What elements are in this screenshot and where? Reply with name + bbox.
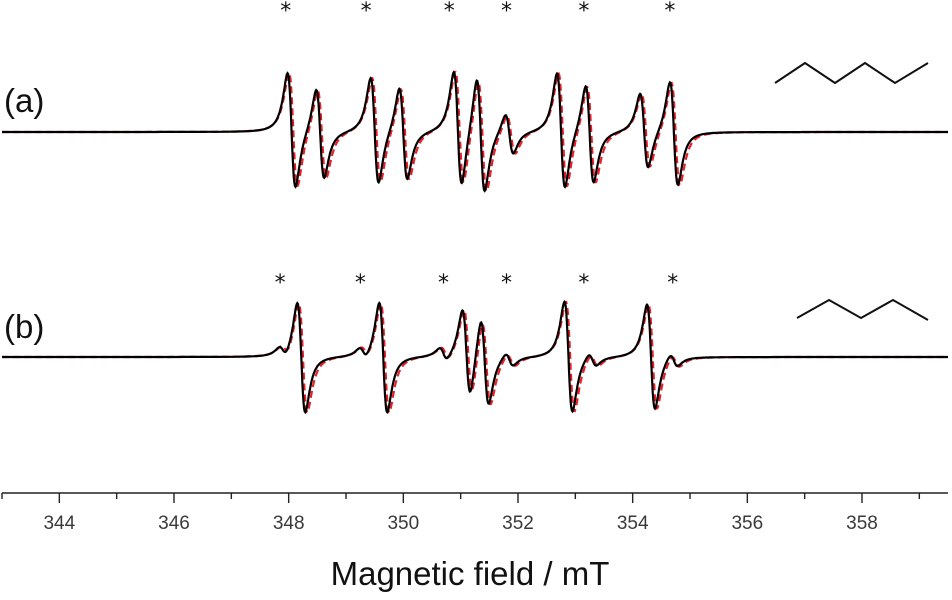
traces-layer xyxy=(2,70,948,415)
asterisk-marker: * xyxy=(275,271,286,296)
x-tick-label: 356 xyxy=(731,513,763,534)
annotations-layer: (a) * * * * * * (b) * * * * * * xyxy=(4,0,929,345)
experimental-trace xyxy=(2,299,948,415)
experimental-trace xyxy=(2,70,948,193)
x-tick-label: 348 xyxy=(273,513,305,534)
asterisk-marker: * xyxy=(444,0,455,24)
panel-label: (a) xyxy=(4,82,44,119)
panel-b xyxy=(2,299,948,415)
asterisk-marker: * xyxy=(578,0,589,24)
asterisk-marker: * xyxy=(501,0,512,24)
x-tick-label: 358 xyxy=(846,513,878,534)
pentyl-chain-icon xyxy=(796,298,929,321)
x-axis-title: Magnetic field / mT xyxy=(331,555,610,592)
asterisk-marker: * xyxy=(361,0,372,24)
hexyl-chain-icon xyxy=(774,61,929,85)
asterisk-marker: * xyxy=(578,271,589,296)
x-tick-label: 354 xyxy=(617,513,649,534)
x-tick-label: 350 xyxy=(387,513,419,534)
x-tick-label: 346 xyxy=(158,513,190,534)
panel-label: (b) xyxy=(4,308,44,345)
asterisk-marker: * xyxy=(355,271,366,296)
x-axis: 344 346 348 350 352 354 356 358 xyxy=(1,492,948,534)
asterisk-marker: * xyxy=(280,0,291,24)
asterisk-marker: * xyxy=(501,271,512,296)
asterisk-marker: * xyxy=(664,0,675,24)
x-tick-label: 352 xyxy=(502,513,534,534)
x-tick-label: 344 xyxy=(43,513,75,534)
asterisk-marker: * xyxy=(667,271,678,296)
panel-a xyxy=(2,70,948,193)
asterisk-marker: * xyxy=(438,271,449,296)
